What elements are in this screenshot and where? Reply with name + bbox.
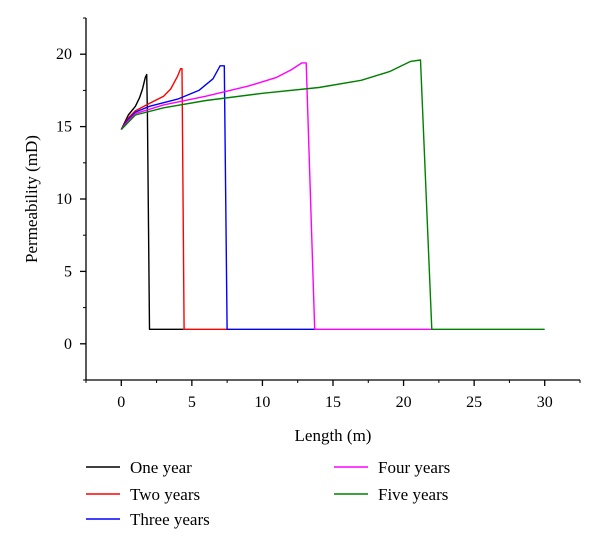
legend-label-1: One year bbox=[130, 458, 192, 477]
x-ticks: 0 5 10 15 20 25 30 bbox=[85, 380, 581, 411]
legend-label-4: Four years bbox=[378, 458, 450, 477]
y-tick-label: 10 bbox=[56, 191, 72, 208]
series-line-2 bbox=[120, 67, 228, 330]
plot-area: 0 5 10 15 20 0 5 10 15 20 25 30 bbox=[56, 17, 581, 411]
y-axis-label: Permeability (mD) bbox=[22, 135, 41, 263]
y-tick-label: 5 bbox=[64, 263, 72, 280]
y-tick-label: 20 bbox=[56, 46, 72, 63]
series-line-3 bbox=[120, 65, 317, 330]
x-axis-label: Length (m) bbox=[295, 426, 372, 445]
x-tick-label: 15 bbox=[325, 394, 341, 411]
x-tick-label: 25 bbox=[466, 394, 482, 411]
legend-label-3: Three years bbox=[130, 510, 210, 529]
series-line-4 bbox=[120, 62, 432, 330]
series-layer bbox=[120, 59, 545, 330]
series-line-5 bbox=[120, 59, 545, 330]
legend-label-5: Five years bbox=[378, 485, 448, 504]
x-tick-label: 30 bbox=[537, 394, 553, 411]
legend-label-2: Two years bbox=[130, 485, 200, 504]
series-line-1 bbox=[120, 73, 184, 330]
legend: One year Two years Three years Four years Fi… bbox=[86, 458, 450, 529]
x-tick-label: 0 bbox=[117, 394, 125, 411]
x-tick-label: 5 bbox=[188, 394, 196, 411]
y-tick-label: 0 bbox=[64, 336, 72, 353]
y-ticks: 0 5 10 15 20 bbox=[56, 17, 86, 381]
y-tick-label: 15 bbox=[56, 119, 72, 136]
x-tick-label: 10 bbox=[254, 394, 270, 411]
x-tick-label: 20 bbox=[396, 394, 412, 411]
